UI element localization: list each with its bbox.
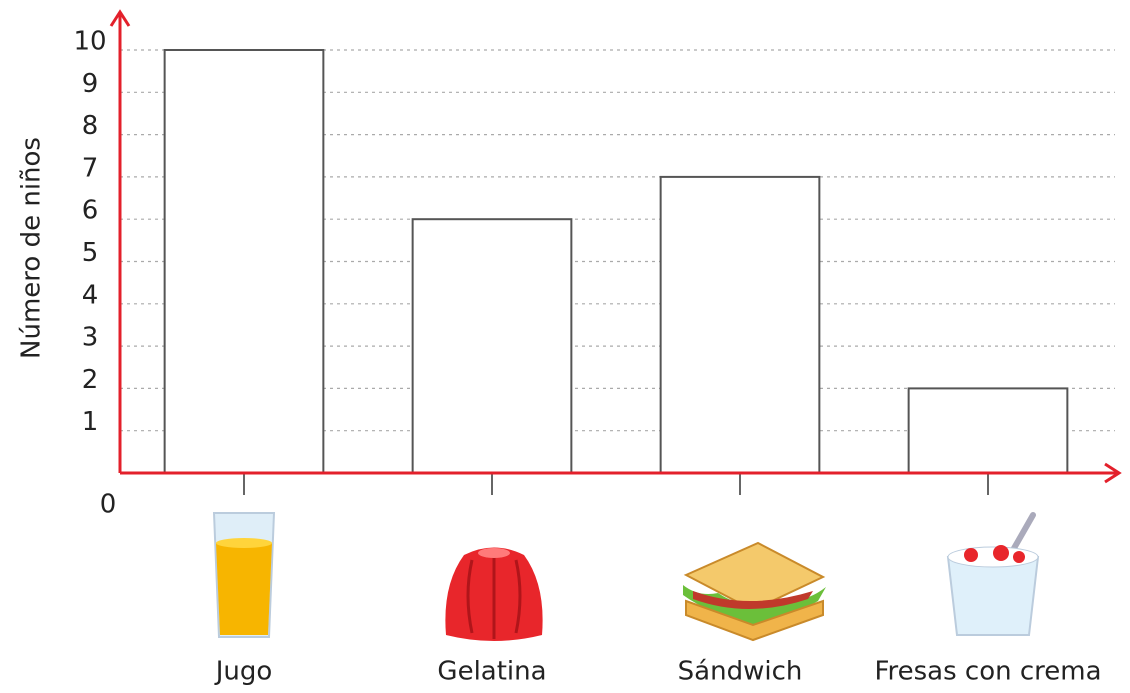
strawberry-cream-icon: [946, 512, 1040, 636]
y-tick-label: 8: [82, 111, 99, 141]
y-tick-label: 4: [82, 280, 99, 310]
juice-icon: [212, 512, 276, 638]
y-tick-label: 0: [100, 490, 117, 520]
x-tick-label: Sándwich: [678, 657, 803, 687]
sandwich-icon: [683, 541, 826, 642]
bar: [411, 218, 573, 474]
y-tick-label: 7: [82, 153, 99, 183]
y-axis-label: Número de niños: [17, 137, 47, 359]
y-tick-label: 1: [82, 407, 99, 437]
bar: [163, 49, 325, 474]
y-tick-label: 10: [73, 27, 106, 57]
y-tick-label: 2: [82, 365, 99, 395]
y-tick-label: 6: [82, 196, 99, 226]
bar: [659, 175, 821, 474]
x-tick-label: Jugo: [214, 657, 273, 687]
bar: [907, 387, 1069, 474]
y-axis-arrow: [109, 9, 131, 27]
x-tick-label: Gelatina: [437, 657, 546, 687]
x-tick-label: Fresas con crema: [874, 657, 1101, 687]
gelatin-icon: [445, 547, 543, 641]
x-axis-arrow: [1104, 462, 1122, 484]
y-tick-label: 9: [82, 69, 99, 99]
y-tick-label: 5: [82, 238, 99, 268]
food-icons: [212, 512, 1040, 642]
y-tick-label: 3: [82, 323, 99, 353]
